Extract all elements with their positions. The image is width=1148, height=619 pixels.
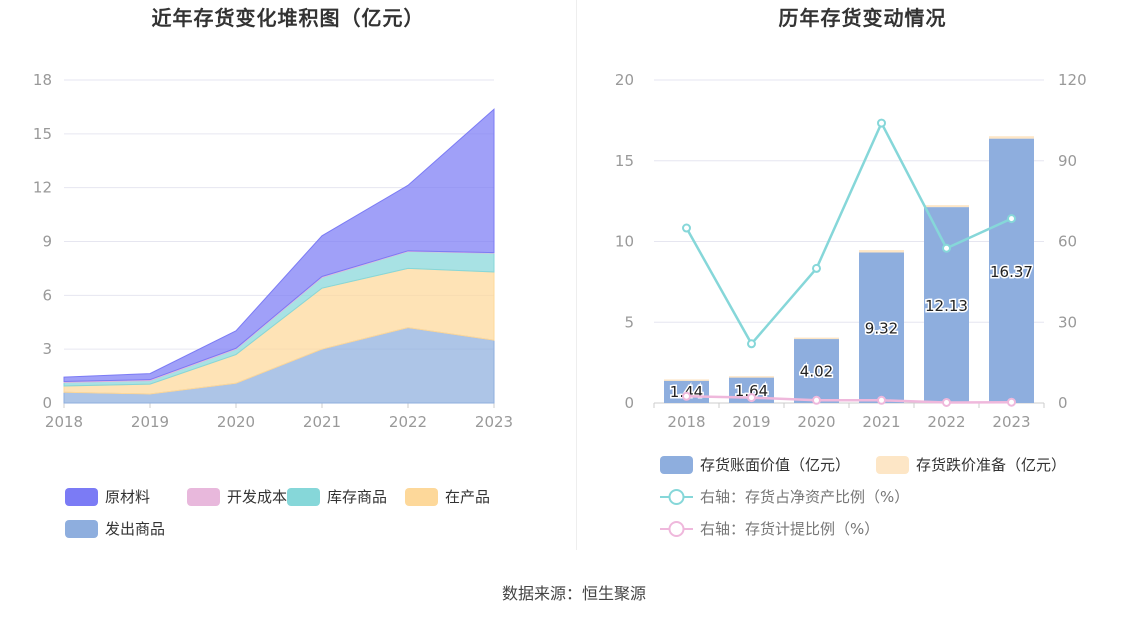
bar-data-label: 1.64: [735, 382, 768, 400]
legend-label: 原材料: [105, 488, 150, 506]
legend-marker: [668, 489, 685, 505]
legend-swatch: [187, 488, 220, 506]
legend-label: 发出商品: [105, 520, 165, 538]
bar-impairment-reserve: [989, 136, 1034, 139]
point-inventory-net-asset-ratio: [942, 243, 951, 253]
panel-divider: [576, 0, 577, 550]
y-tick-label: 15: [33, 125, 52, 143]
point-provision-ratio: [747, 393, 756, 403]
legend-label: 右轴：存货占净资产比例（%）: [700, 488, 909, 506]
legend-swatch: [405, 488, 438, 506]
legend-label: 存货账面价值（亿元）: [700, 456, 850, 474]
legend-swatch: [65, 520, 98, 538]
legend-label: 库存商品: [327, 488, 387, 506]
point-inventory-net-asset-ratio: [747, 339, 756, 349]
y2-tick-label: 120: [1058, 71, 1087, 89]
y-tick-label: 6: [42, 286, 52, 304]
y-tick-label: 0: [624, 394, 634, 412]
legend-swatch: [876, 456, 909, 474]
y-tick-label: 15: [615, 152, 634, 170]
legend-label: 存货跌价准备（亿元）: [916, 456, 1066, 474]
point-inventory-net-asset-ratio: [1007, 214, 1016, 224]
y2-tick-label: 0: [1058, 394, 1068, 412]
bar-data-label: 9.32: [865, 320, 898, 338]
y-tick-label: 5: [624, 313, 634, 331]
legend-marker: [668, 521, 685, 537]
x-tick-label: 2023: [992, 413, 1030, 431]
left-chart-panel: 近年存货变化堆积图（亿元） 0 3 6 9 12 15 18 2018 2019 2020 2021…: [0, 0, 576, 550]
point-provision-ratio: [877, 395, 886, 405]
bar-inventory-value: [924, 207, 969, 403]
area-series: [63, 108, 495, 382]
legend-swatch: [660, 456, 693, 474]
y-tick-label: 20: [615, 71, 634, 89]
right-chart-title: 历年存货变动情况: [778, 6, 947, 30]
bar-impairment-reserve: [729, 376, 774, 378]
y-tick-label: 18: [33, 71, 52, 89]
bar-data-label: 4.02: [800, 363, 833, 381]
point-provision-ratio: [1007, 397, 1016, 407]
x-tick-label: 2022: [927, 413, 965, 431]
point-inventory-net-asset-ratio: [877, 118, 886, 128]
x-tick-label: 2021: [303, 413, 341, 431]
line-inventory-net-asset-ratio: [685, 120, 1013, 346]
bar-inventory-value: [859, 252, 904, 403]
bar-impairment-reserve: [859, 250, 904, 253]
point-provision-ratio: [682, 391, 691, 401]
x-tick-label: 2020: [217, 413, 255, 431]
point-provision-ratio: [812, 395, 821, 405]
bar-inventory-value: [989, 138, 1034, 403]
x-tick-label: 2018: [45, 413, 83, 431]
y-tick-label: 3: [42, 340, 52, 358]
y2-tick-label: 90: [1058, 152, 1077, 170]
point-provision-ratio: [942, 397, 951, 407]
y-tick-label: 10: [615, 233, 634, 251]
bar-line-chart: 0 5 10 15 20 0 30 60 90 120 2018 2019 2020 2021 2022 20…: [615, 71, 1087, 538]
x-tick-label: 2023: [475, 413, 513, 431]
x-tick-label: 2022: [389, 413, 427, 431]
y2-tick-label: 30: [1058, 313, 1077, 331]
y-tick-label: 12: [33, 179, 52, 197]
data-source: 数据来源：恒生聚源: [501, 584, 646, 603]
x-tick-label: 2019: [732, 413, 770, 431]
stacked-area-chart: 0 3 6 9 12 15 18 2018 2019 2020 2021 2022 2023 原材料 开发成…: [33, 71, 513, 538]
legend-swatch: [287, 488, 320, 506]
line-provision-ratio: [686, 395, 1012, 404]
point-inventory-net-asset-ratio: [812, 263, 821, 273]
bar-impairment-reserve: [924, 205, 969, 208]
bar-impairment-reserve: [664, 379, 709, 381]
x-tick-label: 2018: [667, 413, 705, 431]
x-tick-label: 2019: [131, 413, 169, 431]
y-tick-label: 9: [42, 233, 52, 251]
bar-data-label: 12.13: [925, 297, 968, 315]
right-chart-panel: 历年存货变动情况 0 5 10 15 20 0 30 60 90 120 2018 2019 2020 2…: [577, 0, 1148, 550]
y2-tick-label: 60: [1058, 233, 1077, 251]
bar-inventory-value: [794, 338, 839, 403]
legend-label: 在产品: [445, 488, 490, 506]
x-tick-label: 2020: [797, 413, 835, 431]
point-inventory-net-asset-ratio: [682, 223, 691, 233]
y-tick-label: 0: [42, 394, 52, 412]
legend-label: 开发成本: [227, 488, 287, 506]
bar-impairment-reserve: [794, 337, 839, 340]
left-chart-title: 近年存货变化堆积图（亿元）: [151, 6, 425, 30]
bar-data-label: 16.37: [990, 263, 1033, 281]
legend-swatch: [65, 488, 98, 506]
x-tick-label: 2021: [862, 413, 900, 431]
legend-label: 右轴：存货计提比例（%）: [700, 520, 879, 538]
